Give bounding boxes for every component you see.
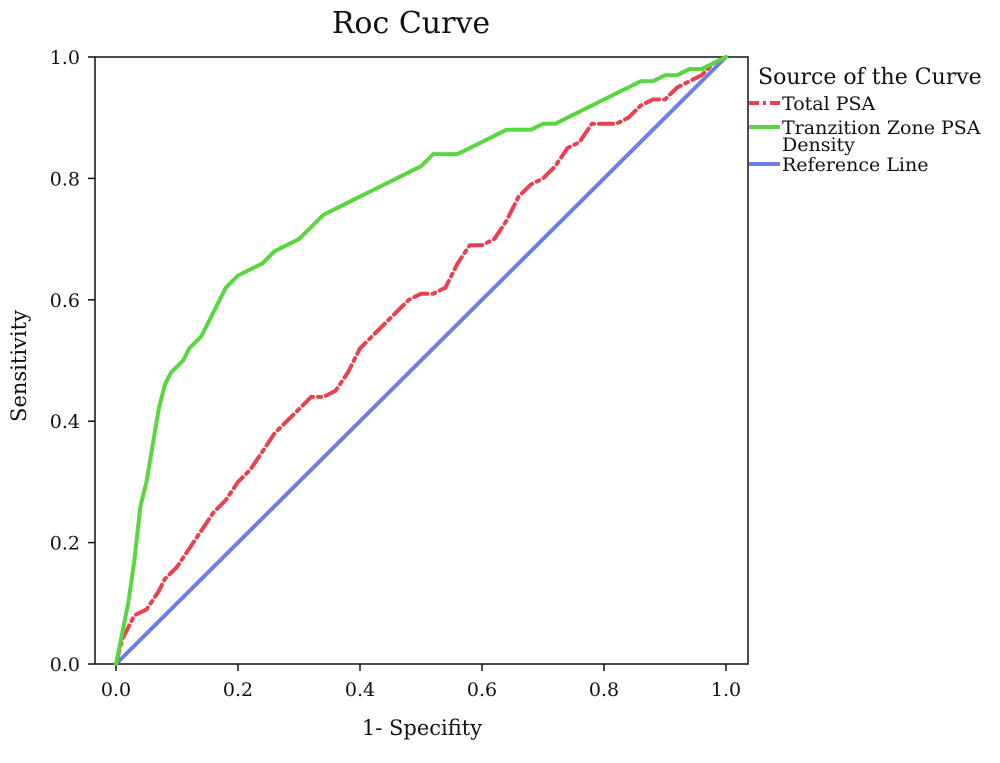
x-axis: 0.0 0.2 0.4 0.6 0.8 1.0: [101, 664, 741, 701]
legend-label: Tranzition Zone PSA: [782, 117, 981, 139]
legend-label: Reference Line: [782, 154, 929, 176]
x-tick-label: 0.2: [223, 679, 253, 701]
x-tick-label: 1.0: [711, 679, 741, 701]
y-axis-label: Sensitivity: [7, 310, 31, 422]
plot-area: [94, 56, 749, 665]
y-tick-label: 0.6: [50, 290, 80, 312]
legend: Source of the Curve Total PSATranzition …: [749, 65, 982, 176]
x-tick-label: 0.8: [589, 679, 619, 701]
x-tick-label: 0.4: [345, 679, 375, 701]
x-axis-label: 1- Specifity: [362, 716, 482, 740]
series-line-total-psa: [114, 55, 728, 666]
x-tick-label: 0.6: [467, 679, 497, 701]
plot-frame: [94, 56, 749, 665]
y-tick-label: 1.0: [50, 47, 80, 69]
series-line-reference-line: [114, 55, 728, 666]
y-tick-label: 0.0: [50, 654, 80, 676]
series-layer: [114, 55, 728, 666]
y-axis: 0.0 0.2 0.4 0.6 0.8 1.0: [50, 47, 95, 676]
chart-title: Roc Curve: [332, 6, 490, 41]
legend-title: Source of the Curve: [758, 65, 982, 90]
y-tick-label: 0.4: [50, 411, 80, 433]
legend-label: Density: [782, 134, 855, 156]
y-tick-label: 0.2: [50, 533, 80, 555]
legend-label: Total PSA: [782, 93, 876, 115]
x-tick-label: 0.0: [101, 679, 131, 701]
series-line-tranzition-zone-psa-density: [114, 55, 728, 666]
y-tick-label: 0.8: [50, 168, 80, 190]
